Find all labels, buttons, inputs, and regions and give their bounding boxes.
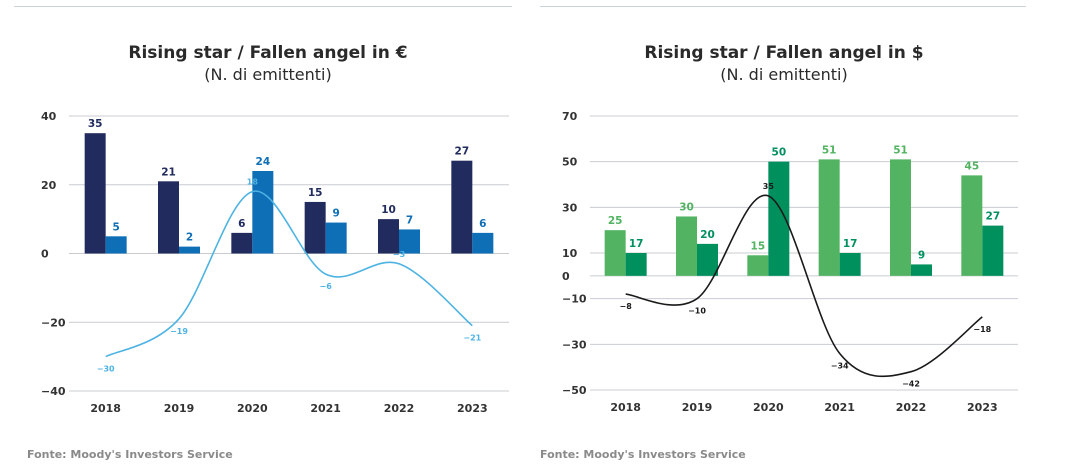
bar-data-label: 27 <box>986 211 1001 223</box>
line-data-label: 35 <box>763 182 775 191</box>
bar-data-label: 27 <box>455 146 470 158</box>
bar-data-label: 7 <box>406 214 413 226</box>
y-tick-label: −20 <box>41 316 66 329</box>
line-data-label: −10 <box>688 307 706 316</box>
x-tick-label: 2018 <box>90 402 121 415</box>
bar <box>911 264 932 276</box>
bar <box>378 219 399 254</box>
bar-data-label: 51 <box>822 144 837 156</box>
y-tick-label: 30 <box>562 201 578 214</box>
line-data-label: 18 <box>247 178 259 187</box>
bar-data-label: 21 <box>161 166 176 178</box>
bar <box>697 243 718 276</box>
x-tick-label: 2019 <box>164 402 195 415</box>
bar <box>839 253 861 276</box>
y-tick-label: 10 <box>562 247 578 260</box>
y-tick-label: −10 <box>562 293 587 306</box>
line-data-label: −42 <box>902 380 920 389</box>
bar-data-label: 35 <box>88 118 103 130</box>
x-tick-label: 2021 <box>824 401 855 414</box>
bar <box>304 201 326 254</box>
bar-data-label: 9 <box>333 208 340 220</box>
bar-data-label: 2 <box>186 232 193 244</box>
x-tick-label: 2023 <box>967 401 998 414</box>
bar <box>231 232 253 254</box>
x-tick-label: 2020 <box>753 401 784 414</box>
source-note-left: Fonte: Moody's Investors Service <box>27 448 233 461</box>
bar-data-label: 15 <box>308 187 323 199</box>
y-tick-label: 70 <box>562 110 578 123</box>
chart-subtitle: (N. di emittenti) <box>204 65 331 84</box>
y-tick-label: −40 <box>41 385 66 398</box>
series-line <box>105 190 473 358</box>
bar-data-label: 20 <box>700 229 715 241</box>
bar <box>451 160 473 254</box>
x-tick-label: 2018 <box>610 401 641 414</box>
bar-data-label: 25 <box>608 215 623 227</box>
line-data-label: −18 <box>973 325 991 334</box>
bar <box>625 253 647 276</box>
bar-data-label: 17 <box>629 238 644 250</box>
bar <box>768 161 790 276</box>
x-tick-label: 2019 <box>682 401 713 414</box>
line-data-label: −21 <box>463 334 481 343</box>
line-data-label: −3 <box>393 250 405 259</box>
bar <box>747 255 769 276</box>
y-tick-label: 0 <box>41 248 49 261</box>
x-tick-label: 2022 <box>896 401 927 414</box>
bar <box>179 246 200 254</box>
bar-data-label: 9 <box>918 249 925 261</box>
bar <box>399 229 420 254</box>
bar <box>158 181 179 254</box>
bar-data-label: 5 <box>113 221 120 233</box>
bar <box>105 236 127 254</box>
bar <box>961 175 983 276</box>
x-tick-label: 2023 <box>457 402 488 415</box>
chart-subtitle: (N. di emittenti) <box>720 65 847 84</box>
line-data-label: −19 <box>170 327 188 336</box>
y-tick-label: 0 <box>562 270 570 283</box>
bar-data-label: 15 <box>751 240 766 252</box>
bar-data-label: 51 <box>893 144 908 156</box>
bar <box>472 232 494 254</box>
top-rule-right <box>540 6 1026 7</box>
bar <box>890 159 911 276</box>
series-line <box>625 194 983 378</box>
bar-data-label: 6 <box>238 218 245 230</box>
bar-data-label: 17 <box>843 238 858 250</box>
x-tick-label: 2021 <box>310 402 341 415</box>
bar-data-label: 10 <box>381 204 396 216</box>
source-note-right: Fonte: Moody's Investors Service <box>540 448 746 461</box>
y-tick-label: 50 <box>562 156 578 169</box>
bar <box>325 222 347 254</box>
y-tick-label: −50 <box>562 384 587 397</box>
y-tick-label: 20 <box>41 179 57 192</box>
bar-data-label: 30 <box>679 201 694 213</box>
line-data-label: −6 <box>320 282 333 291</box>
line-data-label: −30 <box>97 365 115 374</box>
x-tick-label: 2020 <box>237 402 268 415</box>
bar-data-label: 24 <box>256 156 271 168</box>
bar <box>676 216 697 276</box>
bar <box>604 230 626 276</box>
chart-rising-fallen-euro: Rising star / Fallen angel in € (N. di em… <box>41 43 509 415</box>
chart-rising-fallen-dollar: Rising star / Fallen angel in $ (N. di em… <box>562 43 1018 414</box>
y-tick-label: 40 <box>41 110 57 123</box>
bar <box>84 133 106 254</box>
bar-data-label: 6 <box>479 218 486 230</box>
chart-title: Rising star / Fallen angel in € <box>128 43 407 63</box>
line-data-label: −8 <box>620 302 633 311</box>
y-tick-label: −30 <box>562 338 587 351</box>
bar <box>818 159 840 276</box>
chart-title: Rising star / Fallen angel in $ <box>644 43 923 63</box>
x-tick-label: 2022 <box>384 402 415 415</box>
top-rule-left <box>14 6 512 7</box>
line-data-label: −34 <box>831 361 849 370</box>
bar-data-label: 45 <box>965 160 980 172</box>
bar-data-label: 50 <box>772 147 787 159</box>
bar <box>982 225 1004 276</box>
